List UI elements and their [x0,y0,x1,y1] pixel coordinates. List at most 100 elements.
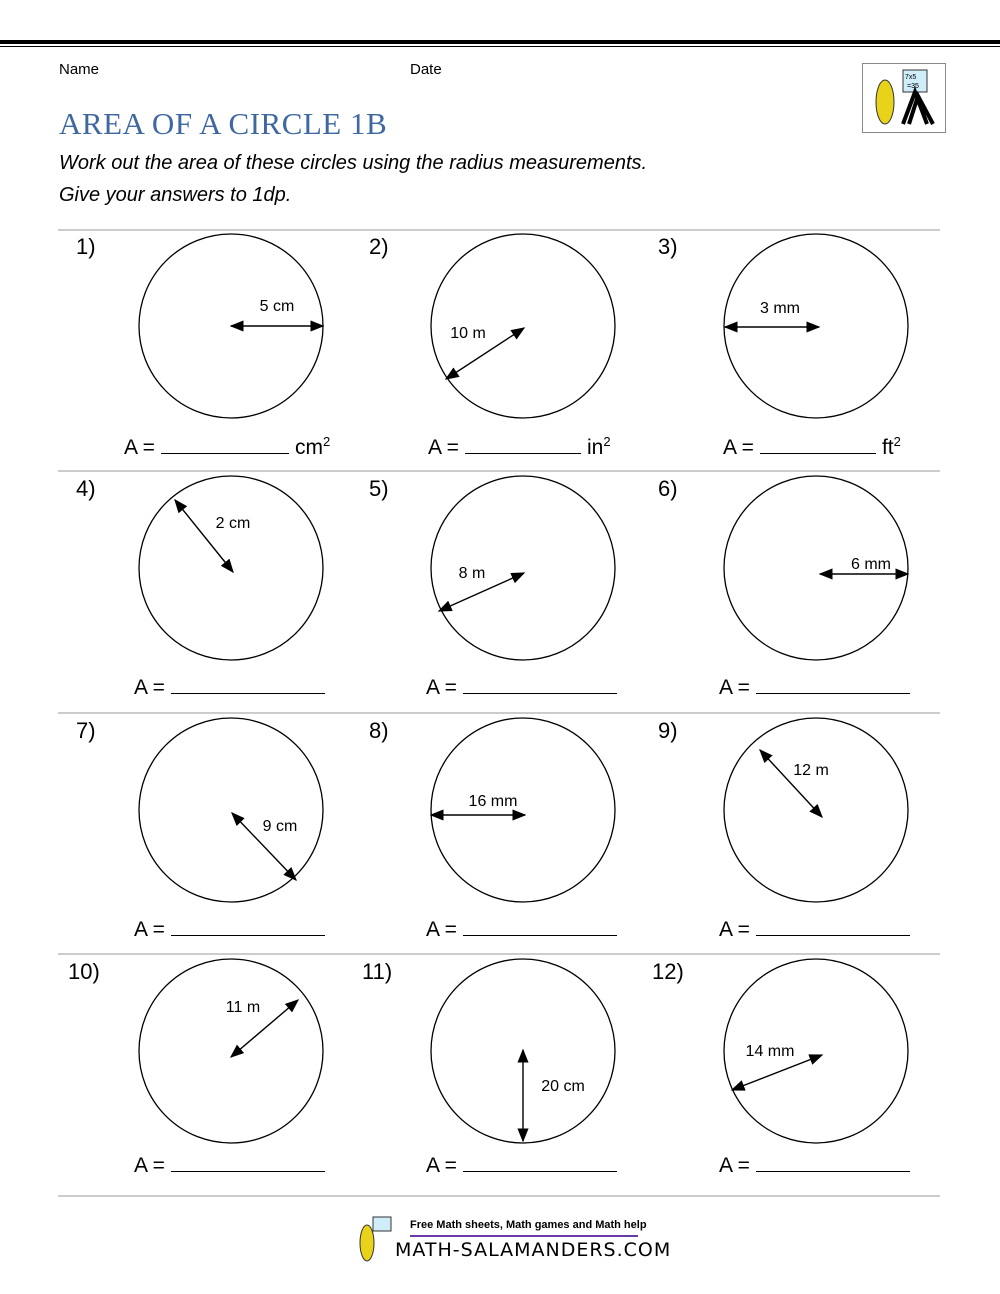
answer-blank[interactable] [462,679,617,694]
answer-prefix: A = [426,1154,457,1177]
footer-site: MATH-SALAMANDERS.COM [395,1239,672,1261]
circle [138,717,324,903]
answer-prefix: A = [426,918,457,941]
answer-field[interactable]: A = [719,918,916,942]
radius-label: 5 cm [260,298,295,315]
answer-prefix: A = [134,918,165,941]
radius-arrow [174,498,234,574]
unit-exponent: 2 [603,434,611,449]
date-label: Date [410,61,442,78]
radius-label: 6 mm [851,556,891,573]
name-label: Name [59,61,100,78]
answer-prefix: A = [719,1154,750,1177]
footer-rule [410,1235,638,1237]
salamander-logo: 7x5 =35 [862,63,946,133]
radius-label: 14 mm [746,1043,795,1060]
answer-prefix: A = [134,676,165,699]
unit-exponent: 2 [322,434,331,449]
instruction-2: Give your answers to 1dp. [59,184,292,206]
answer-field[interactable]: A = [719,1154,916,1178]
answer-blank[interactable] [755,921,910,936]
answer-blank[interactable] [759,439,876,454]
problem-number: 4) [76,476,96,501]
answer-field[interactable]: A = [426,1154,623,1178]
answer-blank[interactable] [170,679,325,694]
answer-prefix: A = [719,918,750,941]
problem-number: 10) [68,959,100,984]
answer-field[interactable]: A = [134,676,331,700]
circle [430,475,616,661]
answer-prefix: A = [719,676,750,699]
circle [430,717,616,903]
answer-field[interactable]: A = [134,918,331,942]
answer-prefix: A = [426,676,457,699]
answer-field[interactable]: A = cm2 [124,434,330,460]
top-rule-thin [0,46,1000,47]
answer-blank[interactable] [170,921,325,936]
answer-field[interactable]: A = [719,676,916,700]
radius-label: 10 m [450,325,486,342]
answer-blank[interactable] [462,921,617,936]
problem-number: 3) [658,234,678,259]
radius-arrow [231,811,297,882]
circle [430,958,616,1144]
answer-blank[interactable] [755,679,910,694]
problem-number: 2) [369,234,389,259]
unit-label: in [586,436,604,459]
footer-tagline: Free Math sheets, Math games and Math he… [410,1219,647,1231]
answer-prefix: A = [428,436,459,459]
instruction-1: Work out the area of these circles using… [59,152,648,174]
radius-label: 12 m [793,762,829,779]
radius-label: 16 mm [469,793,518,810]
page-title: AREA OF A CIRCLE 1B [59,106,388,141]
circle [723,233,909,419]
answer-prefix: A = [134,1154,165,1177]
problem-number: 5) [369,476,389,501]
answer-blank[interactable] [464,439,581,454]
answer-prefix: A = [723,436,754,459]
circle [723,475,909,661]
circle [138,475,324,661]
answer-prefix: A = [124,436,155,459]
answer-blank[interactable] [170,1157,325,1172]
unit-label: cm [294,436,323,459]
problem-number: 11) [362,959,393,984]
answer-field[interactable]: A = [426,676,623,700]
answer-blank[interactable] [462,1157,617,1172]
radius-arrow [437,572,526,612]
radius-arrow [730,1054,824,1091]
radius-arrow [229,999,300,1058]
problem-number: 12) [652,959,684,984]
svg-text:7x5: 7x5 [905,74,916,81]
radius-label: 11 m [226,999,260,1016]
radius-arrow [759,748,823,819]
answer-field[interactable]: A = [134,1154,331,1178]
radius-label: 20 cm [541,1078,585,1095]
problem-number: 7) [76,718,96,743]
svg-text:=35: =35 [907,83,919,90]
circle [723,717,909,903]
problem-number: 9) [658,718,678,743]
circle [430,233,616,419]
answer-blank[interactable] [160,439,289,454]
answer-blank[interactable] [755,1157,910,1172]
radius-label: 3 mm [760,300,800,317]
answer-field[interactable]: A = in2 [428,434,611,460]
unit-exponent: 2 [893,434,901,449]
answer-field[interactable]: A = [426,918,623,942]
answer-field[interactable]: A = ft2 [723,434,901,460]
radius-label: 9 cm [263,818,298,835]
radius-label: 2 cm [216,515,251,532]
problem-number: 6) [658,476,678,501]
unit-label: ft [881,436,894,459]
problem-number: 1) [76,234,96,259]
footer-logo: Free Math sheets, Math games and Math he… [355,1215,670,1265]
radius-arrow [444,327,526,380]
problem-number: 8) [369,718,389,743]
circle [138,958,324,1144]
circle [723,958,909,1144]
radius-label: 8 m [459,565,486,582]
top-rule [0,40,1000,44]
